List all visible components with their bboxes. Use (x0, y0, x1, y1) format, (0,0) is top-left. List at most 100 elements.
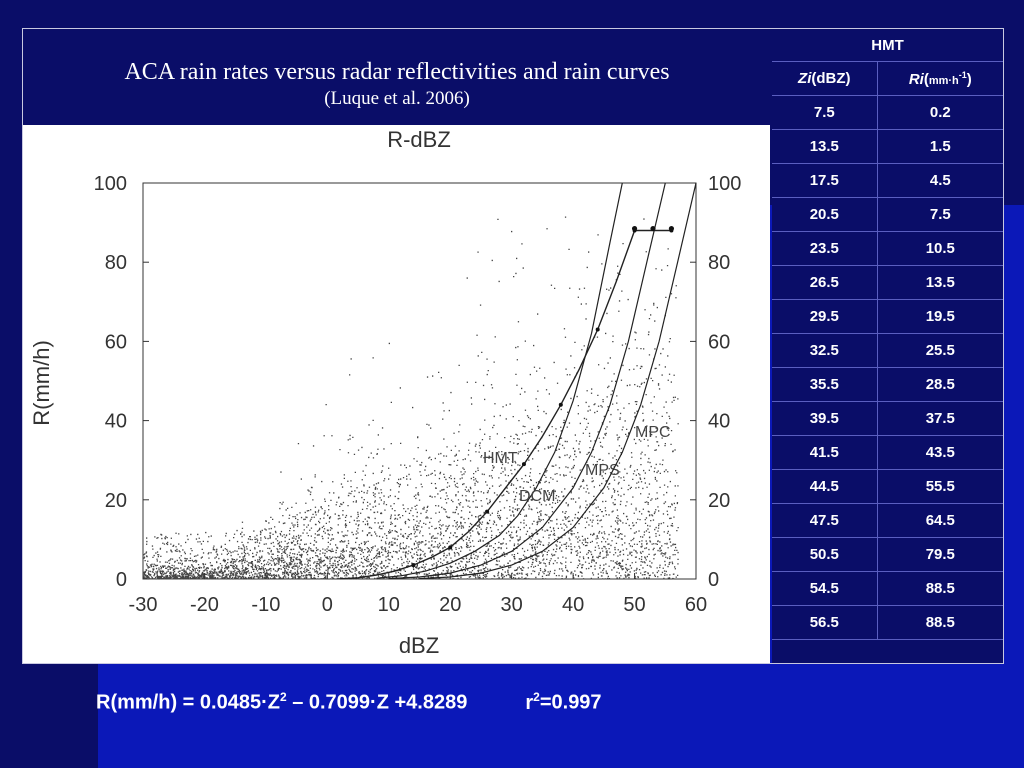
regression-formula: R(mm/h) = 0.0485·Z2 – 0.7099·Z +4.8289 r2… (96, 690, 602, 715)
chart-title: R-dBZ (387, 127, 451, 152)
cell-ri: 0.2 (877, 95, 1003, 130)
cell-ri: 79.5 (877, 537, 1003, 572)
y-tick-label-left: 20 (105, 490, 127, 512)
cell-zi: 56.5 (772, 605, 878, 640)
cell-zi: 23.5 (772, 231, 878, 266)
hmt-table: HMT Zi(dBZ) Ri(mm·h-1) 7.5 0.2 13.5 1.5 17.5… (772, 29, 1003, 640)
cell-ri: 43.5 (877, 435, 1003, 470)
plot-frame (142, 182, 697, 580)
table-row: 20.5 7.5 (772, 197, 1003, 232)
cell-zi: 50.5 (772, 537, 878, 572)
hmt-point (521, 462, 526, 467)
cell-zi: 7.5 (772, 95, 878, 130)
table-row: 29.5 19.5 (772, 299, 1003, 334)
table-row: 50.5 79.5 (772, 537, 1003, 572)
cell-ri: 64.5 (877, 503, 1003, 538)
col1-symbol: Zi (798, 70, 812, 87)
y-tick-label-left: 60 (105, 331, 127, 353)
col2-unit-sup: -1 (958, 69, 967, 80)
title-box: ACA rain rates versus radar reflectiviti… (23, 29, 771, 125)
x-tick-label: 10 (378, 594, 400, 616)
curve-mps (388, 182, 666, 580)
binned-point (668, 225, 675, 232)
scatter-dots (143, 216, 679, 580)
content-frame (22, 28, 1004, 664)
y-tick-label-right: 60 (708, 331, 730, 353)
table-row: 32.5 25.5 (772, 333, 1003, 368)
cell-zi: 35.5 (772, 367, 878, 402)
table-row: 13.5 1.5 (772, 129, 1003, 164)
cell-ri: 10.5 (877, 231, 1003, 266)
table-row: 41.5 43.5 (772, 435, 1003, 470)
x-tick-label: 60 (685, 594, 707, 616)
table-body: 7.5 0.2 13.5 1.5 17.5 4.5 20.5 7.5 23.5 10.5 26.5 1… (772, 95, 1003, 640)
scatter-points (143, 216, 679, 580)
x-tick-label: -30 (129, 594, 158, 616)
cell-ri: 25.5 (877, 333, 1003, 368)
r2-label: r (525, 691, 534, 714)
cell-ri: 88.5 (877, 605, 1003, 640)
formula-sup: 2 (279, 690, 287, 704)
y-tick-label-left: 80 (105, 252, 127, 274)
hmt-point (558, 402, 563, 407)
y-tick-label-right: 40 (708, 411, 730, 433)
table-header-row: Zi(dBZ) Ri(mm·h-1) (772, 61, 1003, 96)
y-tick-label-right: 20 (708, 490, 730, 512)
table-row: 26.5 13.5 (772, 265, 1003, 300)
curve-label-mps: MPS (585, 462, 620, 479)
table-row: 47.5 64.5 (772, 503, 1003, 538)
formula-rhs: – 0.7099·Z +4.8289 (286, 691, 468, 714)
table-row: 39.5 37.5 (772, 401, 1003, 436)
y-tick-label-left: 0 (116, 569, 127, 591)
curve-dcm (376, 182, 623, 579)
cell-zi: 47.5 (772, 503, 878, 538)
hmt-point (448, 545, 453, 550)
x-tick-label: 40 (562, 594, 584, 616)
r2-value: =0.997 (539, 691, 602, 714)
cell-ri: 55.5 (877, 469, 1003, 504)
slide-subtitle: (Luque et al. 2006) (324, 88, 470, 109)
curve-hmt (339, 229, 672, 580)
y-tick-label-left: 40 (105, 411, 127, 433)
curve-mpc (419, 182, 697, 580)
col2-unit: mm·h (928, 74, 959, 87)
table-row: 23.5 10.5 (772, 231, 1003, 266)
cell-zi: 29.5 (772, 299, 878, 334)
cell-zi: 54.5 (772, 571, 878, 606)
cell-ri: 7.5 (877, 197, 1003, 232)
col1-unit: (dBZ) (811, 70, 851, 87)
y-tick-label-right: 80 (708, 252, 730, 274)
binned-point (631, 225, 638, 232)
x-tick-label: 20 (439, 594, 461, 616)
formula-lhs: R(mm/h) = 0.0485·Z (96, 691, 280, 714)
rain-curves: HMT DCM MPS MPC (339, 182, 697, 580)
curve-label-dcm: DCM (519, 488, 555, 505)
r2-sup: 2 (533, 690, 540, 704)
hmt-table-panel: HMT Zi(dBZ) Ri(mm·h-1) 7.5 0.2 13.5 1.5 17.5… (772, 29, 1003, 663)
x-tick-label: 30 (501, 594, 523, 616)
cell-zi: 26.5 (772, 265, 878, 300)
cell-zi: 17.5 (772, 163, 878, 198)
col2-header: Ri(mm·h-1) (877, 61, 1003, 96)
table-title: HMT (772, 29, 1003, 62)
col1-header: Zi(dBZ) (772, 61, 878, 96)
cell-zi: 41.5 (772, 435, 878, 470)
table-row: 7.5 0.2 (772, 95, 1003, 130)
cell-zi: 39.5 (772, 401, 878, 436)
x-tick-label: -10 (251, 594, 280, 616)
x-axis-label: dBZ (399, 633, 439, 658)
binned-point (650, 225, 656, 232)
y-tick-label-right: 0 (708, 569, 719, 591)
cell-ri: 4.5 (877, 163, 1003, 198)
hmt-point (595, 327, 600, 332)
cell-ri: 19.5 (877, 299, 1003, 334)
curve-label-mpc: MPC (635, 424, 671, 441)
slide-title: ACA rain rates versus radar reflectiviti… (124, 59, 670, 85)
cell-zi: 20.5 (772, 197, 878, 232)
scatter-chart: R-dBZ dBZ R(mm/h) -30 -20 -10 0 10 20 30 40 50 60… (29, 127, 742, 658)
cell-ri: 88.5 (877, 571, 1003, 606)
table-row: 54.5 88.5 (772, 571, 1003, 606)
table-row: 17.5 4.5 (772, 163, 1003, 198)
col2-close: ) (966, 70, 972, 88)
